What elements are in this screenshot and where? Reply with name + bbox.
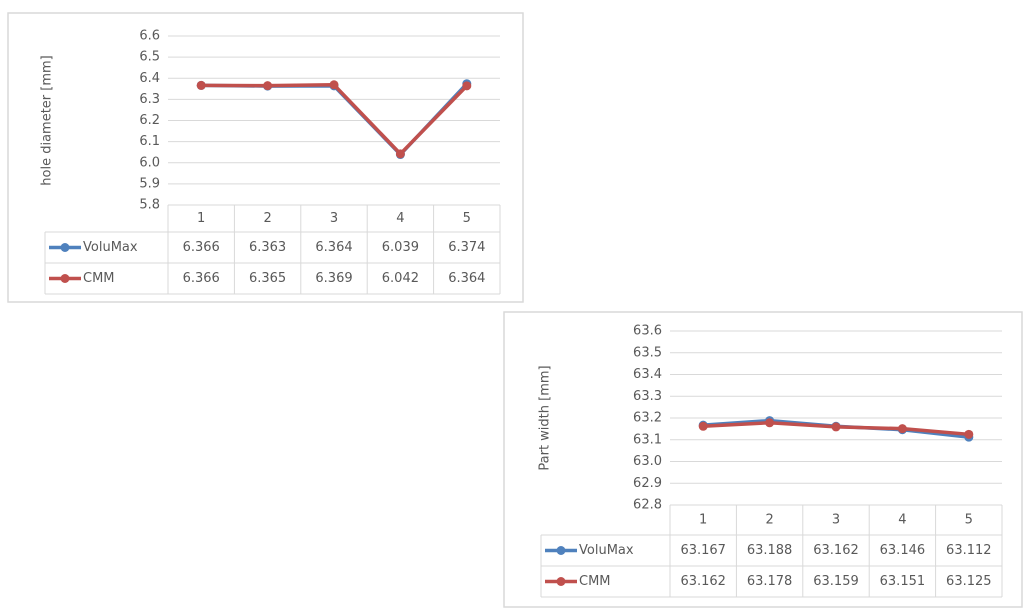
- table-value: 63.162: [813, 543, 859, 558]
- table-value: 63.151: [880, 574, 926, 589]
- table-value: 6.364: [448, 271, 485, 286]
- legend-key: [60, 274, 70, 283]
- point: [831, 422, 841, 432]
- y-tick-label: 6.1: [139, 134, 160, 149]
- y-tick-label: 5.9: [139, 176, 160, 191]
- table-value: 6.366: [183, 240, 220, 255]
- point: [395, 149, 405, 159]
- table-value: 6.042: [382, 271, 419, 286]
- table-value: 63.159: [813, 574, 859, 589]
- x-tick-label: 5: [463, 211, 471, 226]
- y-tick-label: 6.4: [139, 71, 160, 86]
- x-tick-label: 1: [197, 211, 205, 226]
- x-tick-label: 4: [396, 211, 404, 226]
- table-value: 6.364: [315, 240, 352, 255]
- y-tick-label: 6.3: [139, 92, 160, 107]
- point: [263, 81, 273, 91]
- table-value: 6.369: [315, 271, 352, 286]
- point: [462, 81, 472, 91]
- point: [329, 80, 339, 90]
- y-tick-label: 5.8: [139, 198, 160, 213]
- x-tick-label: 5: [965, 513, 973, 528]
- y-tick-label: 63.0: [633, 454, 662, 469]
- point: [698, 421, 708, 431]
- y-tick-label: 6.5: [139, 50, 160, 65]
- table-value: 63.167: [680, 543, 726, 558]
- y-tick-label: 63.6: [633, 324, 662, 339]
- y-axis-label: Part width [mm]: [538, 365, 553, 470]
- legend-label: CMM: [83, 271, 115, 286]
- y-tick-label: 63.4: [633, 367, 662, 382]
- legend-key: [556, 577, 566, 586]
- y-tick-label: 63.5: [633, 345, 662, 360]
- table-value: 6.363: [249, 240, 286, 255]
- table-value: 63.162: [680, 574, 726, 589]
- x-tick-label: 2: [765, 513, 773, 528]
- x-tick-label: 3: [330, 211, 338, 226]
- y-axis-label: hole diameter [mm]: [40, 55, 55, 185]
- legend-key: [556, 546, 566, 555]
- point: [765, 418, 775, 428]
- x-tick-label: 2: [263, 211, 271, 226]
- point: [964, 429, 974, 439]
- point: [897, 424, 907, 434]
- chart-frame: [503, 311, 1023, 608]
- legend-label: VoluMax: [83, 240, 138, 255]
- table-value: 63.125: [946, 574, 992, 589]
- chart-frame: [7, 12, 524, 303]
- legend-label: VoluMax: [579, 543, 634, 558]
- table-value: 63.146: [880, 543, 926, 558]
- table-value: 63.178: [747, 574, 793, 589]
- y-tick-label: 6.6: [139, 29, 160, 44]
- y-tick-label: 62.8: [633, 498, 662, 513]
- legend-key: [60, 243, 70, 252]
- y-tick-label: 63.2: [633, 411, 662, 426]
- y-tick-label: 62.9: [633, 476, 662, 491]
- legend-label: CMM: [579, 574, 611, 589]
- y-tick-label: 6.2: [139, 113, 160, 128]
- x-tick-label: 1: [699, 513, 707, 528]
- table-value: 6.365: [249, 271, 286, 286]
- table-value: 63.188: [747, 543, 793, 558]
- table-value: 6.374: [448, 240, 485, 255]
- table-value: 6.366: [183, 271, 220, 286]
- table-value: 63.112: [946, 543, 992, 558]
- table-value: 6.039: [382, 240, 419, 255]
- point: [196, 80, 206, 90]
- y-tick-label: 63.3: [633, 389, 662, 404]
- x-tick-label: 3: [832, 513, 840, 528]
- y-tick-label: 6.0: [139, 155, 160, 170]
- y-tick-label: 63.1: [633, 432, 662, 447]
- x-tick-label: 4: [898, 513, 906, 528]
